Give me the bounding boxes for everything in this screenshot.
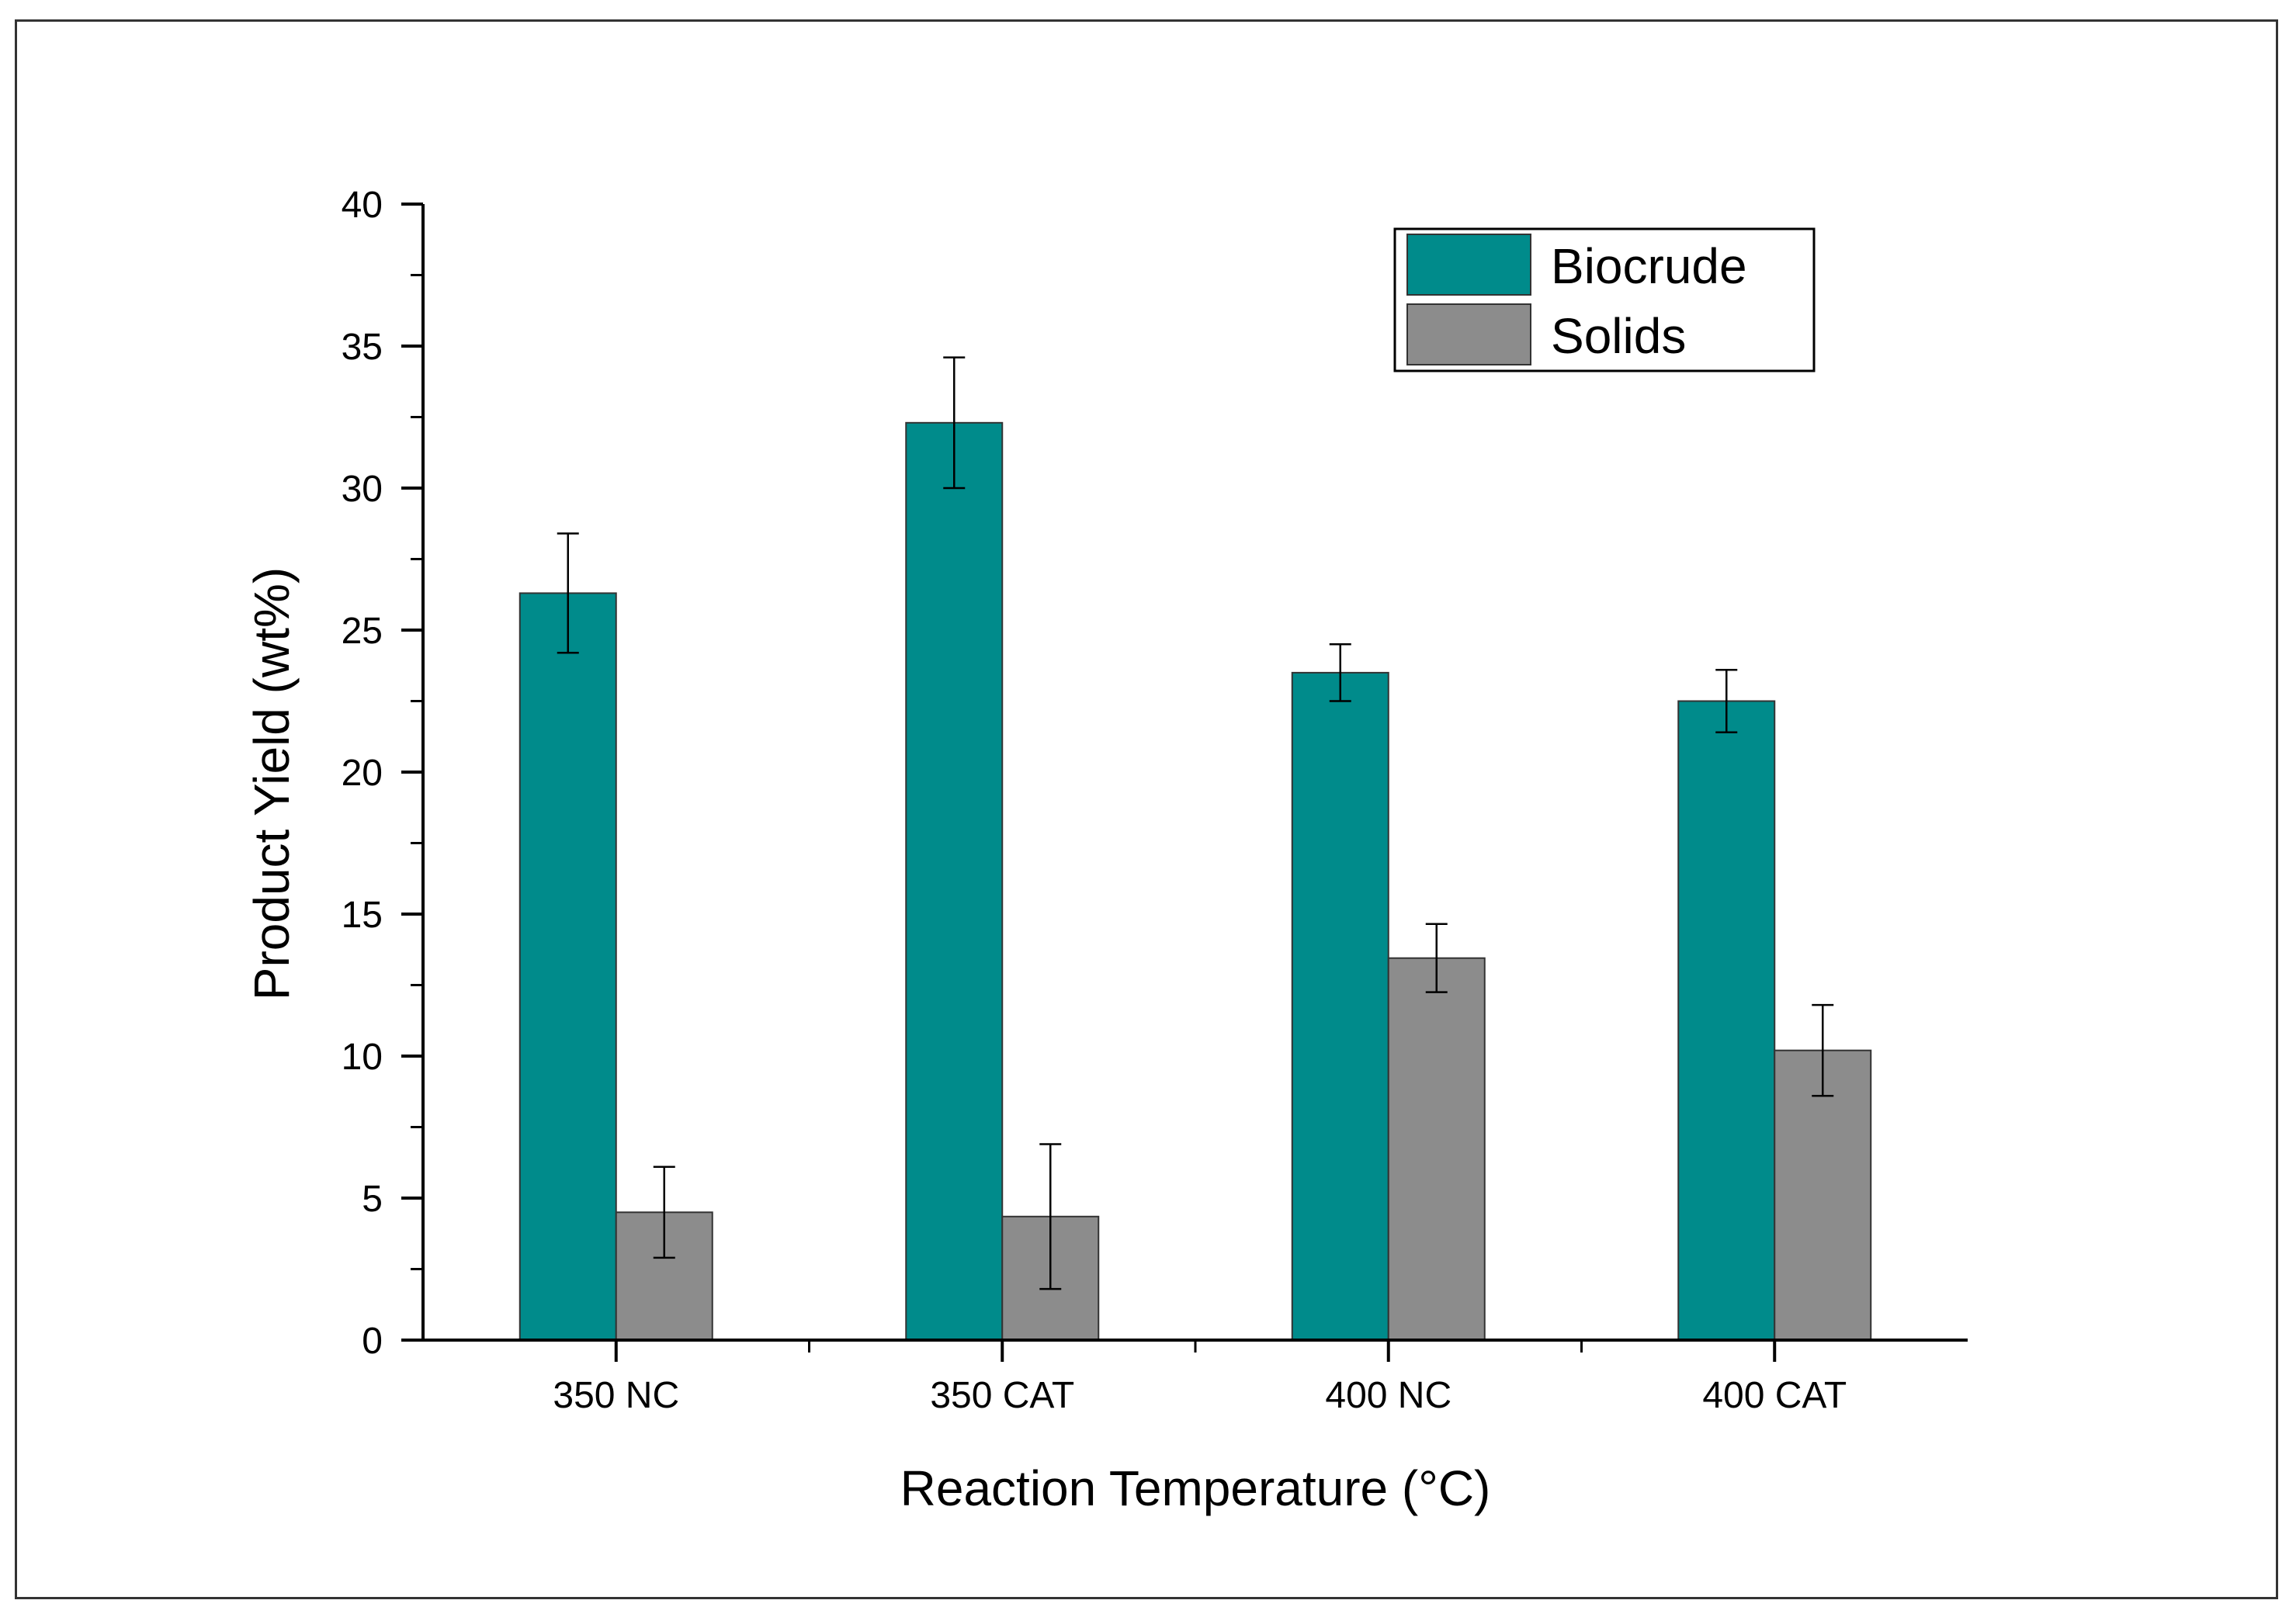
y-tick-label: 15 <box>342 895 383 936</box>
y-tick-label: 5 <box>362 1179 383 1220</box>
bar-biocrude-350-cat <box>905 421 1004 1342</box>
x-tick-label: 400 NC <box>1325 1375 1451 1416</box>
x-tick-label: 350 CAT <box>930 1375 1074 1416</box>
labels-layer: Product Yield (wt%) Reaction Temperature… <box>244 185 1847 1516</box>
y-tick-label: 30 <box>342 469 383 510</box>
legend-label-solids: Solids <box>1551 308 1686 364</box>
bar-biocrude-400-cat <box>1677 700 1776 1341</box>
bar-biocrude-350-nc <box>519 592 617 1341</box>
legend-swatch-solids <box>1406 303 1531 365</box>
axes-layer <box>401 203 1968 1362</box>
bars-layer <box>519 421 1872 1342</box>
y-tick-label: 10 <box>342 1037 383 1078</box>
legend-swatch-biocrude <box>1406 234 1531 296</box>
legend: Biocrude Solids <box>1393 227 1816 372</box>
y-tick-label: 0 <box>362 1321 383 1362</box>
y-tick-label: 25 <box>342 611 383 652</box>
error-bars-layer <box>557 356 1834 1290</box>
bar-solids-400-cat <box>1774 1049 1872 1342</box>
bar-biocrude-400-nc <box>1291 671 1389 1341</box>
figure-frame <box>15 19 2278 1599</box>
x-tick-label: 400 CAT <box>1702 1375 1847 1416</box>
y-tick-label: 20 <box>342 753 383 794</box>
x-tick-label: 350 NC <box>553 1375 679 1416</box>
x-axis-title: Reaction Temperature (°C) <box>900 1460 1491 1516</box>
bar-solids-400-nc <box>1387 957 1486 1341</box>
y-axis-title: Product Yield (wt%) <box>244 567 300 1000</box>
y-tick-label: 40 <box>342 185 383 226</box>
legend-label-biocrude: Biocrude <box>1551 238 1747 294</box>
y-tick-label: 35 <box>342 327 383 368</box>
